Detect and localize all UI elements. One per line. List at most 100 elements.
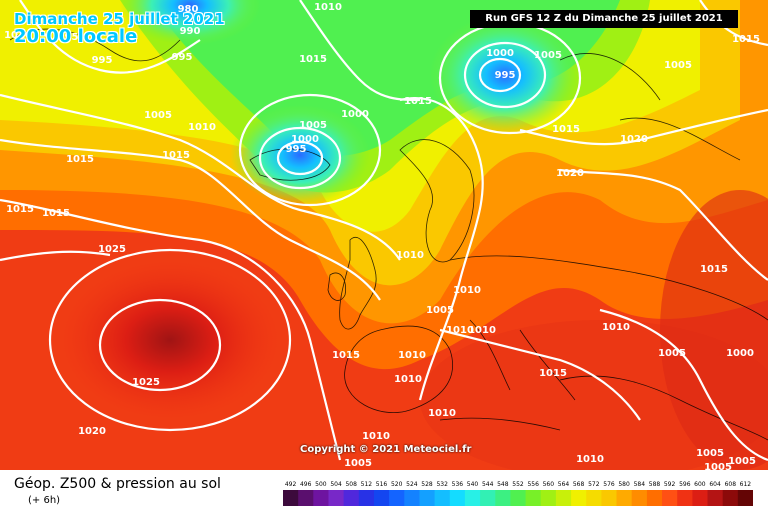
copyright: Copyright © 2021 Meteociel.fr: [300, 444, 472, 455]
scale-tick-label: 540: [467, 481, 479, 488]
high-pressure-atlantic: [60, 260, 280, 420]
title-time: 20:00 locale: [14, 26, 138, 47]
isobar-label: 1020: [78, 426, 106, 437]
isobar-label: 1020: [620, 134, 648, 145]
scale-tick-label: 556: [527, 481, 539, 488]
scale-tick-label: 576: [603, 481, 615, 488]
isobar-label: 1010: [428, 408, 456, 419]
low-center-label: 995: [495, 70, 516, 81]
scale-swatch: [525, 490, 542, 506]
isobar-label: 1005: [704, 462, 732, 470]
scale-tick-label: 520: [391, 481, 403, 488]
scale-swatch: [555, 490, 572, 506]
isobar-labels: 980 990 995 995 995 1010 1010 1015 1015 …: [4, 2, 760, 470]
isobar-label: 1000: [291, 134, 319, 145]
scale-swatch: [646, 490, 663, 506]
isobar-label: 1025: [132, 377, 160, 388]
scale-tick-label: 560: [543, 481, 555, 488]
scale-tick-label: 508: [345, 481, 357, 488]
isobar-label: 1015: [700, 264, 728, 275]
isobar-label: 1005: [299, 120, 327, 131]
scale-swatch: [328, 490, 345, 506]
scale-tick-label: 524: [406, 481, 418, 488]
scale-swatch: [464, 490, 481, 506]
scale-swatch: [313, 490, 329, 506]
isobar-label: 1015: [6, 204, 34, 215]
scale-tick-label: 552: [512, 481, 524, 488]
isobar-label: 980: [178, 4, 199, 15]
scale-tick-label: 516: [376, 481, 388, 488]
scale-swatch: [495, 490, 511, 506]
scale-swatch: [737, 490, 753, 506]
isobar-label: 1015: [552, 124, 580, 135]
scale-swatch: [434, 490, 451, 506]
run-label: Run GFS 12 Z du Dimanche 25 juillet 2021: [470, 10, 738, 28]
scale-swatch: [404, 490, 420, 506]
isobar-label: 1000: [341, 109, 369, 120]
isobar-label: 1010: [576, 454, 604, 465]
scale-tick-label: 500: [315, 481, 327, 488]
scale-tick-label: 584: [634, 481, 646, 488]
isobar-label: 1010: [396, 250, 424, 261]
isobar-label: 1005: [344, 458, 372, 469]
isobar-label: 1015: [539, 368, 567, 379]
low-pressure-east: [430, 15, 580, 135]
scale-swatch: [586, 490, 602, 506]
color-scale: 492 496 500 504 508 512 516 520 524 528 532 536 540 5…: [283, 481, 753, 506]
isobar-label: 1010: [4, 30, 32, 41]
scale-tick-label: 572: [588, 481, 600, 488]
scale-tick-label: 580: [618, 481, 630, 488]
isobar-label: 995: [58, 32, 79, 43]
scale-swatch: [662, 490, 678, 506]
scale-swatch: [631, 490, 648, 506]
scale-swatch: [343, 490, 360, 506]
isobar-label: 1005: [728, 456, 756, 467]
isobar-label: 1015: [162, 150, 190, 161]
scale-tick-label: 492: [285, 481, 297, 488]
isobar-label: 1010: [398, 350, 426, 361]
scale-tick-label: 612: [740, 481, 752, 488]
scale-tick-label: 512: [361, 481, 373, 488]
legend-subtitle: (+ 6h): [28, 495, 61, 506]
isobar-label: 1005: [658, 348, 686, 359]
isobar-label: 1010: [188, 122, 216, 133]
scale-tick-label: 604: [709, 481, 721, 488]
scale-swatch: [358, 490, 375, 506]
isobar-label: 1015: [332, 350, 360, 361]
scale-swatch: [419, 490, 436, 506]
scale-tick-label: 504: [330, 481, 342, 488]
scale-swatch: [480, 490, 496, 506]
scale-swatch: [374, 490, 390, 506]
isobar-label: 1015: [66, 154, 94, 165]
isobar-label: 1005: [534, 50, 562, 61]
band-red-east: [660, 190, 768, 470]
title-date: Dimanche 25 juillet 2021: [14, 10, 225, 28]
isobar-label: 995: [172, 52, 193, 63]
scale-swatch: [722, 490, 739, 506]
isobar-label: 1020: [556, 168, 584, 179]
isobar-label: 1000: [726, 348, 754, 359]
scale-tick-label: 588: [649, 481, 661, 488]
scale-tick-label: 548: [497, 481, 509, 488]
scale-swatch: [707, 490, 724, 506]
scale-swatch: [540, 490, 557, 506]
legend-title: Géop. Z500 & pression au sol: [14, 476, 221, 492]
isobar-label: 1025: [98, 244, 126, 255]
low-pressure-north: [120, 0, 260, 45]
weather-map: 980 990 995 995 995 1010 1010 1015 1015 …: [0, 0, 768, 470]
scale-tick-label: 544: [482, 481, 494, 488]
low-pressure-central: [230, 105, 370, 205]
scale-swatch: [571, 490, 587, 506]
isobar-label: 1015: [732, 34, 760, 45]
scale-swatch: [601, 490, 618, 506]
scale-swatch: [449, 490, 466, 506]
low-center-label: 995: [286, 144, 307, 155]
coastlines: [9, 28, 768, 441]
isobar-label: 1010: [602, 322, 630, 333]
isobar-label: 990: [180, 26, 201, 37]
scale-swatch: [283, 490, 299, 506]
isobar-label: 1005: [144, 110, 172, 121]
map-title: Dimanche 25 juillet 2021 20:00 locale: [14, 10, 225, 47]
scale-swatch: [616, 490, 633, 506]
scale-tick-label: 536: [452, 481, 464, 488]
